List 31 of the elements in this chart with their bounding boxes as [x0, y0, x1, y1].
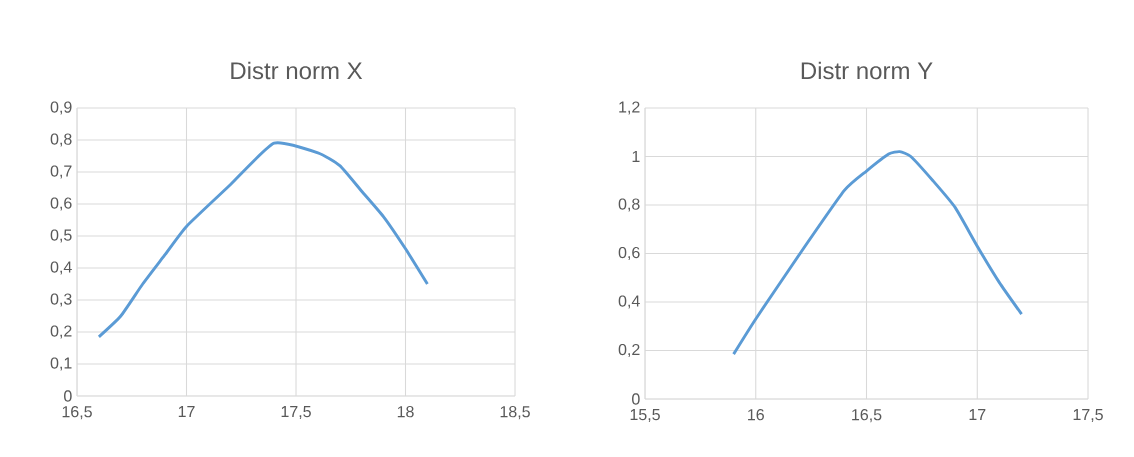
chart-title: Distr norm X — [231, 61, 363, 80]
line-series — [732, 150, 1024, 356]
x-tick-label: 16,5 — [852, 409, 882, 423]
y-tick-label: 0,1 — [50, 357, 72, 371]
y-tick-label: 0,5 — [50, 229, 72, 243]
x-tick-label: 17,5 — [281, 406, 311, 420]
y-tick-label: 0,8 — [50, 133, 72, 147]
x-tick-label: 17 — [178, 406, 195, 418]
y-tick-label: 0,4 — [618, 295, 640, 309]
y-tick-label: 0,6 — [50, 197, 72, 211]
x-tick-label: 15,5 — [630, 409, 660, 423]
y-tick-label: 0,7 — [50, 165, 72, 179]
y-tick-label: 0,3 — [50, 293, 72, 307]
x-tick-label: 18 — [397, 406, 414, 418]
x-tick-label: 17 — [969, 409, 986, 421]
x-tick-label: 16 — [748, 409, 764, 421]
y-tick-label: 1,2 — [619, 101, 640, 115]
y-tick-label: 0 — [64, 390, 72, 402]
y-tick-label: 0,2 — [50, 325, 72, 339]
y-tick-label: 0 — [632, 393, 640, 405]
x-tick-label: 17,5 — [1073, 409, 1103, 423]
line-series — [97, 141, 429, 339]
y-tick-label: 1 — [632, 151, 640, 162]
chart-title: Distr norm Y — [801, 61, 933, 80]
y-tick-label: 0,4 — [50, 261, 72, 275]
y-tick-label: 0,6 — [618, 246, 640, 261]
y-tick-label: 0,8 — [618, 198, 640, 212]
y-tick-label: 0,9 — [50, 101, 72, 115]
x-tick-label: 18,5 — [500, 406, 530, 420]
y-tick-label: 0,2 — [618, 343, 640, 358]
x-tick-label: 16,5 — [62, 406, 92, 420]
